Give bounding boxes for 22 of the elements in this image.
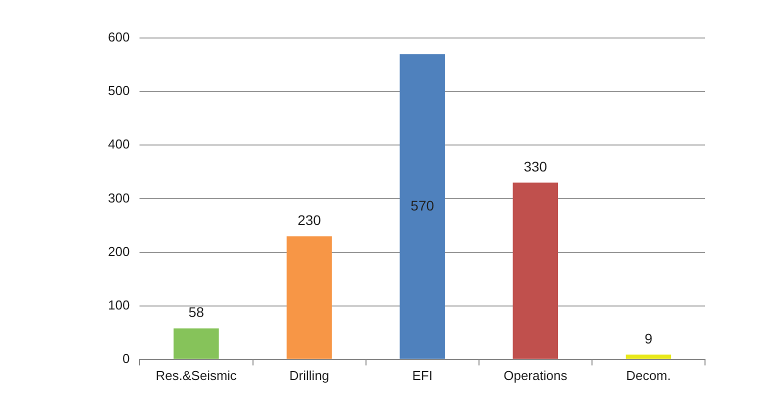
y-tick-label: 0 bbox=[122, 350, 130, 366]
y-tick-label: 300 bbox=[108, 190, 130, 206]
y-tick-label: 500 bbox=[108, 83, 130, 98]
x-tick-label: Operations bbox=[504, 368, 568, 383]
data-label: 570 bbox=[410, 197, 434, 214]
bar bbox=[626, 354, 672, 359]
data-label: 58 bbox=[188, 304, 204, 320]
x-tick-label: Decom. bbox=[626, 368, 671, 383]
data-label: 9 bbox=[644, 330, 653, 346]
data-label: 230 bbox=[298, 212, 322, 228]
data-label: 330 bbox=[524, 158, 548, 174]
bar bbox=[512, 182, 558, 359]
y-tick-label: 600 bbox=[108, 30, 130, 45]
bar bbox=[174, 328, 219, 359]
x-tick-label: Drilling bbox=[289, 368, 330, 383]
bar bbox=[400, 54, 445, 359]
x-tick-label: Res.&Seismic bbox=[156, 368, 238, 383]
bar bbox=[286, 236, 332, 359]
y-tick-label: 200 bbox=[108, 244, 130, 259]
y-tick-label: 400 bbox=[108, 136, 130, 152]
x-tick-label: EFI bbox=[412, 368, 432, 383]
y-tick-label: 100 bbox=[108, 297, 130, 312]
